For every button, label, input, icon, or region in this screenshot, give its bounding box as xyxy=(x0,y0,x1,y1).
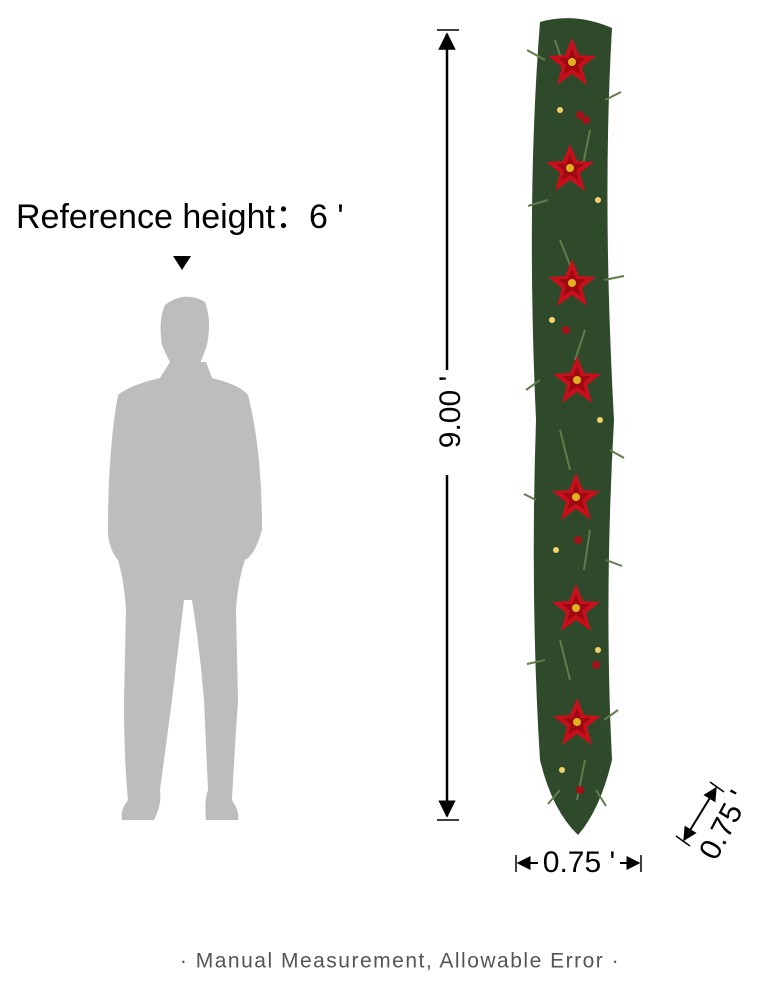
length-label: 9.00 ' xyxy=(434,376,467,448)
depth-arrow xyxy=(683,786,717,842)
garland xyxy=(523,18,625,835)
pointer-triangle xyxy=(173,256,191,270)
dimension-cap xyxy=(709,781,725,793)
reference-height-label: Reference height：6 ' xyxy=(16,198,344,236)
footer-note: · Manual Measurement, Allowable Error · xyxy=(180,950,620,973)
person-silhouette xyxy=(108,296,262,820)
dimension-cap xyxy=(675,835,691,847)
width-label: 0.75 ' xyxy=(543,846,615,879)
depth-label: 0.75 ' xyxy=(693,786,756,865)
